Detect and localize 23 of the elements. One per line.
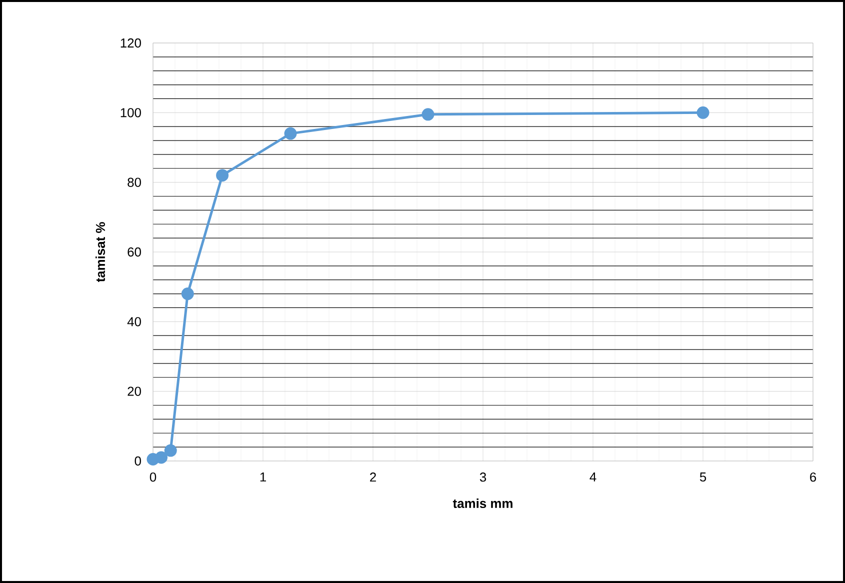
x-tick-label: 5: [700, 472, 706, 482]
x-tick-label: 3: [480, 472, 486, 482]
point: [181, 288, 194, 300]
point: [696, 106, 710, 119]
point: [216, 169, 229, 182]
point: [422, 108, 434, 121]
point: [284, 127, 297, 140]
y-tick-label: 60: [128, 247, 141, 257]
x-axis-title: tamis mm: [452, 498, 512, 508]
y-tick-label: 120: [120, 38, 141, 48]
y-tick-label: 80: [128, 178, 141, 187]
y-axis-title: tamisat %: [96, 222, 106, 282]
y-tick-label: 100: [120, 108, 141, 118]
y-tick-label: 40: [127, 317, 141, 326]
x-tick-label: 1: [260, 472, 266, 482]
x-tick-label: 2: [370, 472, 376, 482]
x-tick-label: 0: [150, 472, 156, 482]
point: [155, 451, 168, 464]
y-tick-label: 20: [128, 386, 141, 396]
x-tick-label: 4: [590, 472, 596, 482]
x-tick-label: 6: [810, 472, 816, 482]
point: [164, 444, 177, 457]
y-tick-label: 0: [134, 456, 141, 466]
